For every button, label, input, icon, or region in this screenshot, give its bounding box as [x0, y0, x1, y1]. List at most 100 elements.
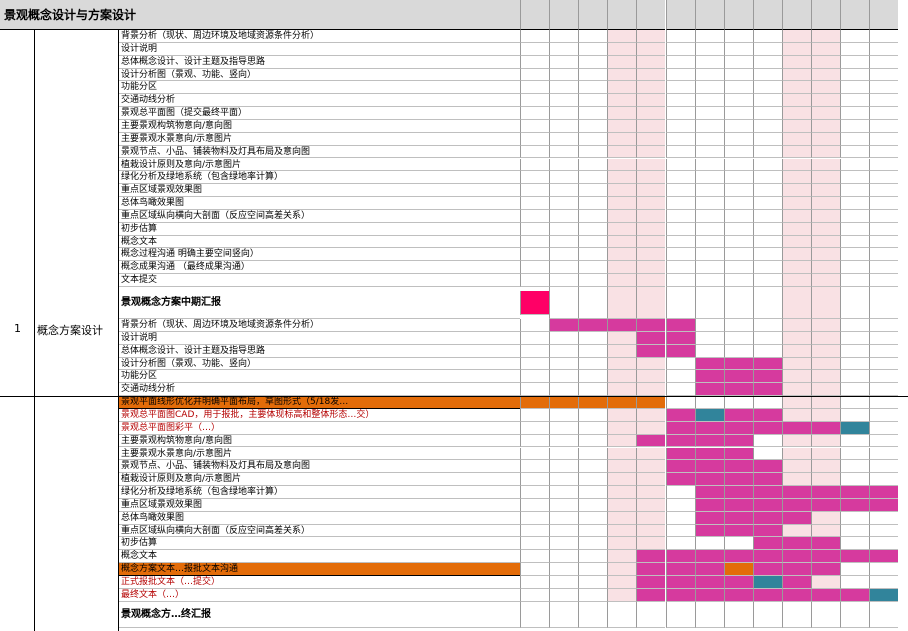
- schedule-empty-cell: [607, 383, 637, 397]
- schedule-empty-cell: [549, 370, 579, 384]
- schedule-empty-cell: [607, 132, 637, 146]
- schedule-empty-cell: [869, 222, 899, 236]
- schedule-empty-cell: [665, 68, 695, 82]
- schedule-empty-cell: [811, 287, 841, 319]
- schedule-bar-cell: [694, 563, 724, 576]
- schedule-empty-cell: [869, 576, 899, 589]
- schedule-empty-cell: [840, 408, 870, 422]
- schedule-empty-cell: [636, 42, 666, 56]
- schedule-empty-cell: [840, 396, 870, 409]
- schedule-empty-cell: [840, 370, 870, 384]
- schedule-empty-cell: [752, 171, 782, 185]
- schedule-empty-cell: [520, 145, 550, 159]
- schedule-bar-cell: [869, 550, 899, 564]
- schedule-empty-cell: [578, 81, 608, 95]
- schedule-empty-cell: [665, 42, 695, 56]
- schedule-empty-cell: [549, 171, 579, 185]
- schedule-bar-cell: [694, 576, 724, 589]
- schedule-empty-cell: [549, 287, 579, 319]
- schedule-empty-cell: [723, 132, 753, 146]
- schedule-bar-cell: [811, 537, 841, 551]
- schedule-empty-cell: [840, 42, 870, 56]
- schedule-empty-cell: [665, 537, 695, 551]
- schedule-empty-cell: [840, 331, 870, 345]
- schedule-bar-cell: [869, 486, 899, 499]
- schedule-empty-cell: [607, 119, 637, 133]
- schedule-empty-cell: [607, 81, 637, 95]
- schedule-empty-cell: [781, 145, 811, 159]
- schedule-empty-cell: [665, 396, 695, 409]
- schedule-empty-cell: [840, 274, 870, 287]
- schedule-empty-cell: [869, 383, 899, 397]
- schedule-empty-cell: [665, 55, 695, 69]
- schedule-empty-cell: [549, 42, 579, 56]
- schedule-bar-cell: [752, 408, 782, 422]
- schedule-empty-cell: [869, 524, 899, 538]
- schedule-empty-cell: [840, 511, 870, 525]
- schedule-empty-cell: [665, 197, 695, 210]
- schedule-empty-cell: [636, 357, 666, 371]
- schedule-empty-cell: [723, 396, 753, 409]
- schedule-empty-cell: [694, 261, 724, 275]
- schedule-bar-cell: [869, 498, 899, 512]
- schedule-empty-cell: [869, 235, 899, 249]
- schedule-bar-cell: [520, 396, 550, 409]
- schedule-empty-cell: [578, 486, 608, 499]
- schedule-empty-cell: [694, 171, 724, 185]
- schedule-bar-cell: [723, 511, 753, 525]
- schedule-empty-cell: [869, 537, 899, 551]
- schedule-empty-cell: [520, 383, 550, 397]
- schedule-empty-cell: [752, 55, 782, 69]
- schedule-empty-cell: [869, 209, 899, 223]
- schedule-bar-cell: [665, 588, 695, 602]
- schedule-empty-cell: [869, 132, 899, 146]
- task-row-label: 正式报批文本（…提交）: [119, 576, 520, 589]
- schedule-bar-cell: [752, 473, 782, 487]
- schedule-bar-cell: [752, 498, 782, 512]
- schedule-bar-cell: [781, 563, 811, 576]
- schedule-empty-cell: [520, 370, 550, 384]
- schedule-empty-cell: [869, 94, 899, 108]
- schedule-empty-cell: [869, 158, 899, 172]
- schedule-empty-cell: [694, 222, 724, 236]
- schedule-empty-cell: [607, 261, 637, 275]
- schedule-empty-cell: [520, 588, 550, 602]
- schedule-bar-cell: [811, 550, 841, 564]
- schedule-bar-cell: [636, 434, 666, 448]
- schedule-empty-cell: [665, 30, 695, 43]
- schedule-empty-cell: [811, 209, 841, 223]
- schedule-empty-cell: [811, 473, 841, 487]
- schedule-bar-cell: [752, 563, 782, 576]
- schedule-empty-cell: [752, 235, 782, 249]
- schedule-empty-cell: [752, 248, 782, 262]
- schedule-empty-cell: [549, 511, 579, 525]
- schedule-empty-cell: [811, 132, 841, 146]
- schedule-empty-cell: [520, 42, 550, 56]
- task-row-label: 设计分析图（景观、功能、竖向）: [119, 358, 520, 371]
- schedule-bar-cell: [694, 588, 724, 602]
- schedule-empty-cell: [869, 42, 899, 56]
- schedule-empty-cell: [578, 550, 608, 564]
- task-row-label: 设计说明: [119, 332, 520, 345]
- schedule-bar-cell: [665, 408, 695, 422]
- column-header-cell: [869, 0, 899, 30]
- schedule-empty-cell: [549, 274, 579, 287]
- schedule-empty-cell: [607, 357, 637, 371]
- schedule-empty-cell: [665, 261, 695, 275]
- schedule-empty-cell: [636, 473, 666, 487]
- schedule-empty-cell: [636, 81, 666, 95]
- schedule-empty-cell: [665, 81, 695, 95]
- schedule-empty-cell: [869, 145, 899, 159]
- schedule-empty-cell: [636, 94, 666, 108]
- schedule-empty-cell: [752, 601, 782, 628]
- schedule-empty-cell: [607, 171, 637, 185]
- schedule-bar-cell: [549, 319, 579, 332]
- schedule-empty-cell: [840, 576, 870, 589]
- schedule-empty-cell: [636, 107, 666, 120]
- schedule-bar-cell: [665, 319, 695, 332]
- schedule-empty-cell: [549, 197, 579, 210]
- schedule-bar-cell: [723, 357, 753, 371]
- schedule-empty-cell: [636, 537, 666, 551]
- schedule-bar-cell: [840, 498, 870, 512]
